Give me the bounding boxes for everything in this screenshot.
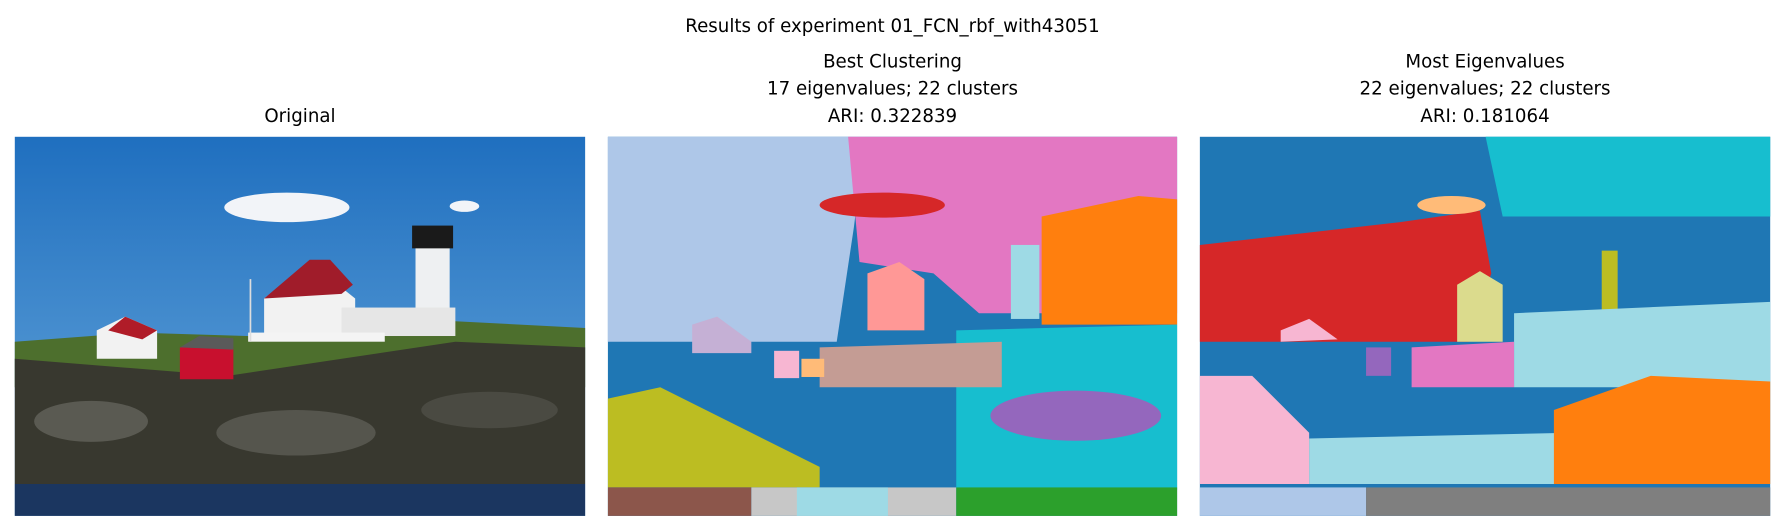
most-eigenvalues-image xyxy=(1199,136,1771,516)
panel-title: Most Eigenvalues xyxy=(1405,51,1564,72)
figure-title: Results of experiment 01_FCN_rbf_with430… xyxy=(685,16,1099,37)
best-clustering-image xyxy=(607,136,1178,516)
panel-title: 17 eigenvalues; 22 clusters xyxy=(767,79,1018,100)
panel-title: ARI: 0.322839 xyxy=(828,106,957,127)
panel-title: Best Clustering xyxy=(823,51,962,72)
original-image xyxy=(14,136,586,516)
panel-title: ARI: 0.181064 xyxy=(1420,106,1549,127)
panel-title: Original xyxy=(264,106,335,127)
panel-title: 22 eigenvalues; 22 clusters xyxy=(1360,79,1611,100)
